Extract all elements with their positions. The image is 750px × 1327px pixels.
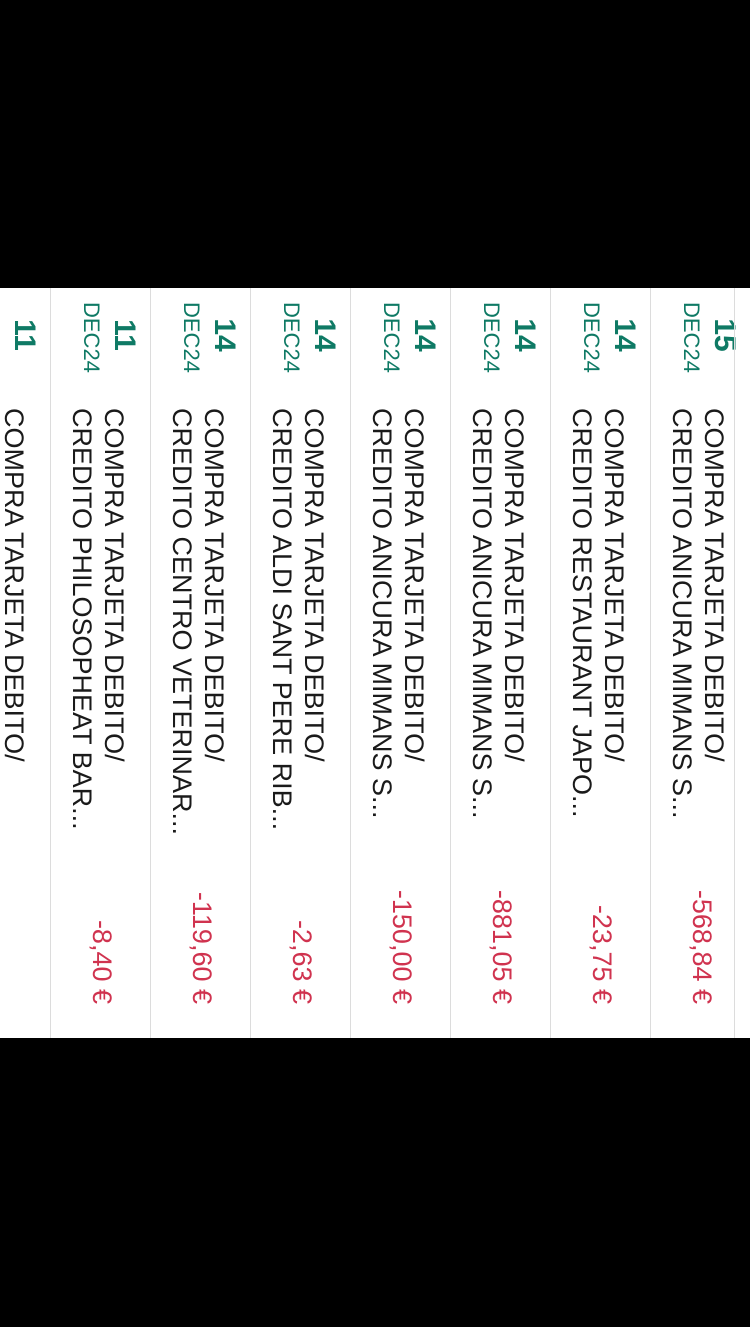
transaction-month: DEC24 <box>479 302 504 373</box>
transaction-row[interactable]: 14 DEC24 COMPRA TARJETA DEBITO/ CREDITO … <box>150 288 250 1038</box>
transaction-description: COMPRA TARJETA DEBITO/ CREDITO PHILOSOPH… <box>66 408 130 888</box>
transaction-description: COMPRA TARJETA DEBITO/ CREDITO ANICURA M… <box>666 408 730 888</box>
transaction-description: COMPRA TARJETA DEBITO/ <box>0 408 30 888</box>
transaction-date: 11 <box>4 302 41 368</box>
transaction-row[interactable]: 14 DEC24 COMPRA TARJETA DEBITO/ CREDITO … <box>250 288 350 1038</box>
transaction-day: 11 <box>108 319 141 351</box>
transaction-description: COMPRA TARJETA DEBITO/ CREDITO CENTRO VE… <box>166 408 230 888</box>
transaction-day: 14 <box>508 318 541 352</box>
transaction-month: DEC24 <box>79 302 104 373</box>
transaction-day: 14 <box>308 318 341 352</box>
transaction-list-viewport: 15 DEC24 COMPRA TARJETA DEBITO/ CREDITO … <box>0 288 750 1038</box>
transaction-date: 11 DEC24 <box>78 302 141 373</box>
transaction-list: 15 DEC24 COMPRA TARJETA DEBITO/ CREDITO … <box>0 288 750 1038</box>
transaction-description-line1: COMPRA TARJETA DEBITO/ <box>299 408 329 762</box>
transaction-row-partial[interactable]: 11 COMPRA TARJETA DEBITO/ <box>0 288 50 1038</box>
transaction-description-line1: COMPRA TARJETA DEBITO/ <box>99 408 129 762</box>
transaction-description-line1: COMPRA TARJETA DEBITO/ <box>0 408 29 762</box>
transaction-day: 14 <box>408 318 441 352</box>
transaction-description-line2: CREDITO ANICURA MIMANS S... <box>467 408 497 819</box>
transaction-description-line2: CREDITO RESTAURANT JAPO... <box>567 408 597 818</box>
transaction-date: 14 DEC24 <box>178 302 241 373</box>
transaction-row[interactable]: 14 DEC24 COMPRA TARJETA DEBITO/ CREDITO … <box>350 288 450 1038</box>
transaction-day: 15 <box>708 318 741 352</box>
transaction-description: COMPRA TARJETA DEBITO/ CREDITO ANICURA M… <box>366 408 430 888</box>
transaction-row[interactable]: 14 DEC24 COMPRA TARJETA DEBITO/ CREDITO … <box>550 288 650 1038</box>
transaction-description: COMPRA TARJETA DEBITO/ CREDITO ALDI SANT… <box>266 408 330 888</box>
transaction-date: 14 DEC24 <box>578 302 641 373</box>
transaction-description-line2: CREDITO ALDI SANT PERE RIB... <box>267 408 297 831</box>
transaction-amount: -23,75 € <box>587 904 617 1004</box>
transaction-description-line2: CREDITO ANICURA MIMANS S... <box>367 408 397 819</box>
transaction-month: DEC24 <box>379 302 404 373</box>
transaction-month: DEC24 <box>579 302 604 373</box>
transaction-month: DEC24 <box>279 302 304 373</box>
transaction-description-line1: COMPRA TARJETA DEBITO/ <box>199 408 229 762</box>
transaction-amount: -8,40 € <box>87 919 117 1004</box>
transaction-amount: -119,60 € <box>187 891 217 1004</box>
transaction-date: 14 DEC24 <box>278 302 341 373</box>
transaction-date: 14 DEC24 <box>378 302 441 373</box>
transaction-description: COMPRA TARJETA DEBITO/ CREDITO ANICURA M… <box>466 408 530 888</box>
transaction-row[interactable]: 11 DEC24 COMPRA TARJETA DEBITO/ CREDITO … <box>50 288 150 1038</box>
transaction-date: 14 DEC24 <box>478 302 541 373</box>
transaction-amount: -2,63 € <box>287 919 317 1004</box>
transaction-description-line1: COMPRA TARJETA DEBITO/ <box>399 408 429 762</box>
transaction-description-line1: COMPRA TARJETA DEBITO/ <box>599 408 629 762</box>
transaction-description-line1: COMPRA TARJETA DEBITO/ <box>699 408 729 762</box>
row-divider <box>734 288 735 1038</box>
transaction-amount: -881,05 € <box>487 889 517 1004</box>
transaction-month: DEC24 <box>679 302 704 373</box>
transaction-month: DEC24 <box>179 302 204 373</box>
transaction-description-line2: CREDITO PHILOSOPHEAT BAR... <box>67 408 97 830</box>
transaction-row[interactable]: 15 DEC24 COMPRA TARJETA DEBITO/ CREDITO … <box>650 288 750 1038</box>
transaction-description-line2: CREDITO CENTRO VETERINAR... <box>167 408 197 836</box>
transaction-amount: -150,00 € <box>387 889 417 1004</box>
transaction-date: 15 DEC24 <box>678 302 741 373</box>
transaction-day: 11 <box>8 319 41 351</box>
transaction-description: COMPRA TARJETA DEBITO/ CREDITO RESTAURAN… <box>566 408 630 888</box>
transaction-day: 14 <box>608 318 641 352</box>
transaction-day: 14 <box>208 318 241 352</box>
transaction-description-line1: COMPRA TARJETA DEBITO/ <box>499 408 529 762</box>
transaction-row[interactable]: 14 DEC24 COMPRA TARJETA DEBITO/ CREDITO … <box>450 288 550 1038</box>
transaction-description-line2: CREDITO ANICURA MIMANS S... <box>667 408 697 819</box>
transaction-amount: -568,84 € <box>687 889 717 1004</box>
